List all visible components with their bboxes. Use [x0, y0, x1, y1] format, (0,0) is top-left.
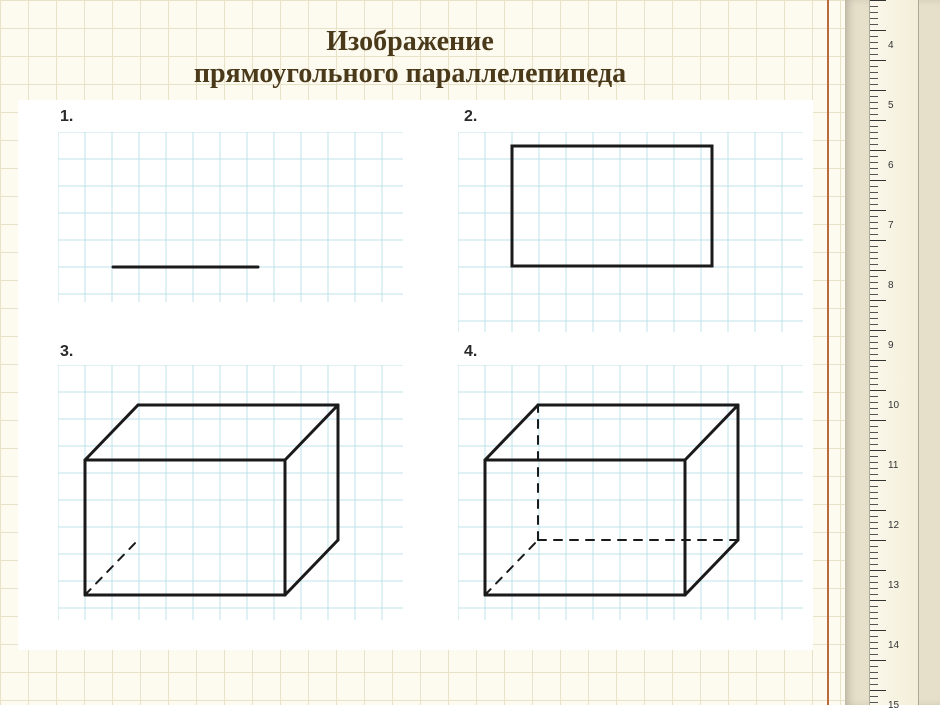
title-line-1: Изображение: [0, 26, 820, 58]
ruler-number: 6: [888, 160, 894, 171]
ruler-number: 7: [888, 220, 894, 231]
ruler-strip: 456789101112131415: [845, 0, 940, 705]
fig3-panel: [58, 365, 403, 620]
ruler-number: 11: [888, 460, 898, 471]
ruler-number: 9: [888, 340, 894, 351]
fig4-svg: [458, 365, 803, 620]
fig2-panel: [458, 132, 803, 332]
ruler-number: 13: [888, 580, 899, 591]
fig2-label: 2.: [464, 108, 477, 126]
ruler-number: 4: [888, 40, 894, 51]
fig1-label: 1.: [60, 108, 73, 126]
content-panel: 1. 2. 3. 4.: [18, 100, 813, 650]
fig3-label: 3.: [60, 343, 73, 361]
margin-line: [827, 0, 829, 705]
ruler-number: 8: [888, 280, 894, 291]
ruler-number: 10: [888, 400, 899, 411]
fig3-svg: [58, 365, 403, 620]
title-line-2: прямоугольного параллелепипеда: [0, 58, 820, 90]
fig4-label: 4.: [464, 343, 477, 361]
ruler-number: 14: [888, 640, 899, 651]
fig4-panel: [458, 365, 803, 620]
fig1-svg: [58, 132, 403, 302]
fig2-svg: [458, 132, 803, 332]
ruler-inner: 456789101112131415: [869, 0, 919, 705]
ruler-number: 12: [888, 520, 899, 531]
fig1-panel: [58, 132, 403, 302]
ruler-number: 5: [888, 100, 894, 111]
ruler-number: 15: [888, 700, 899, 711]
